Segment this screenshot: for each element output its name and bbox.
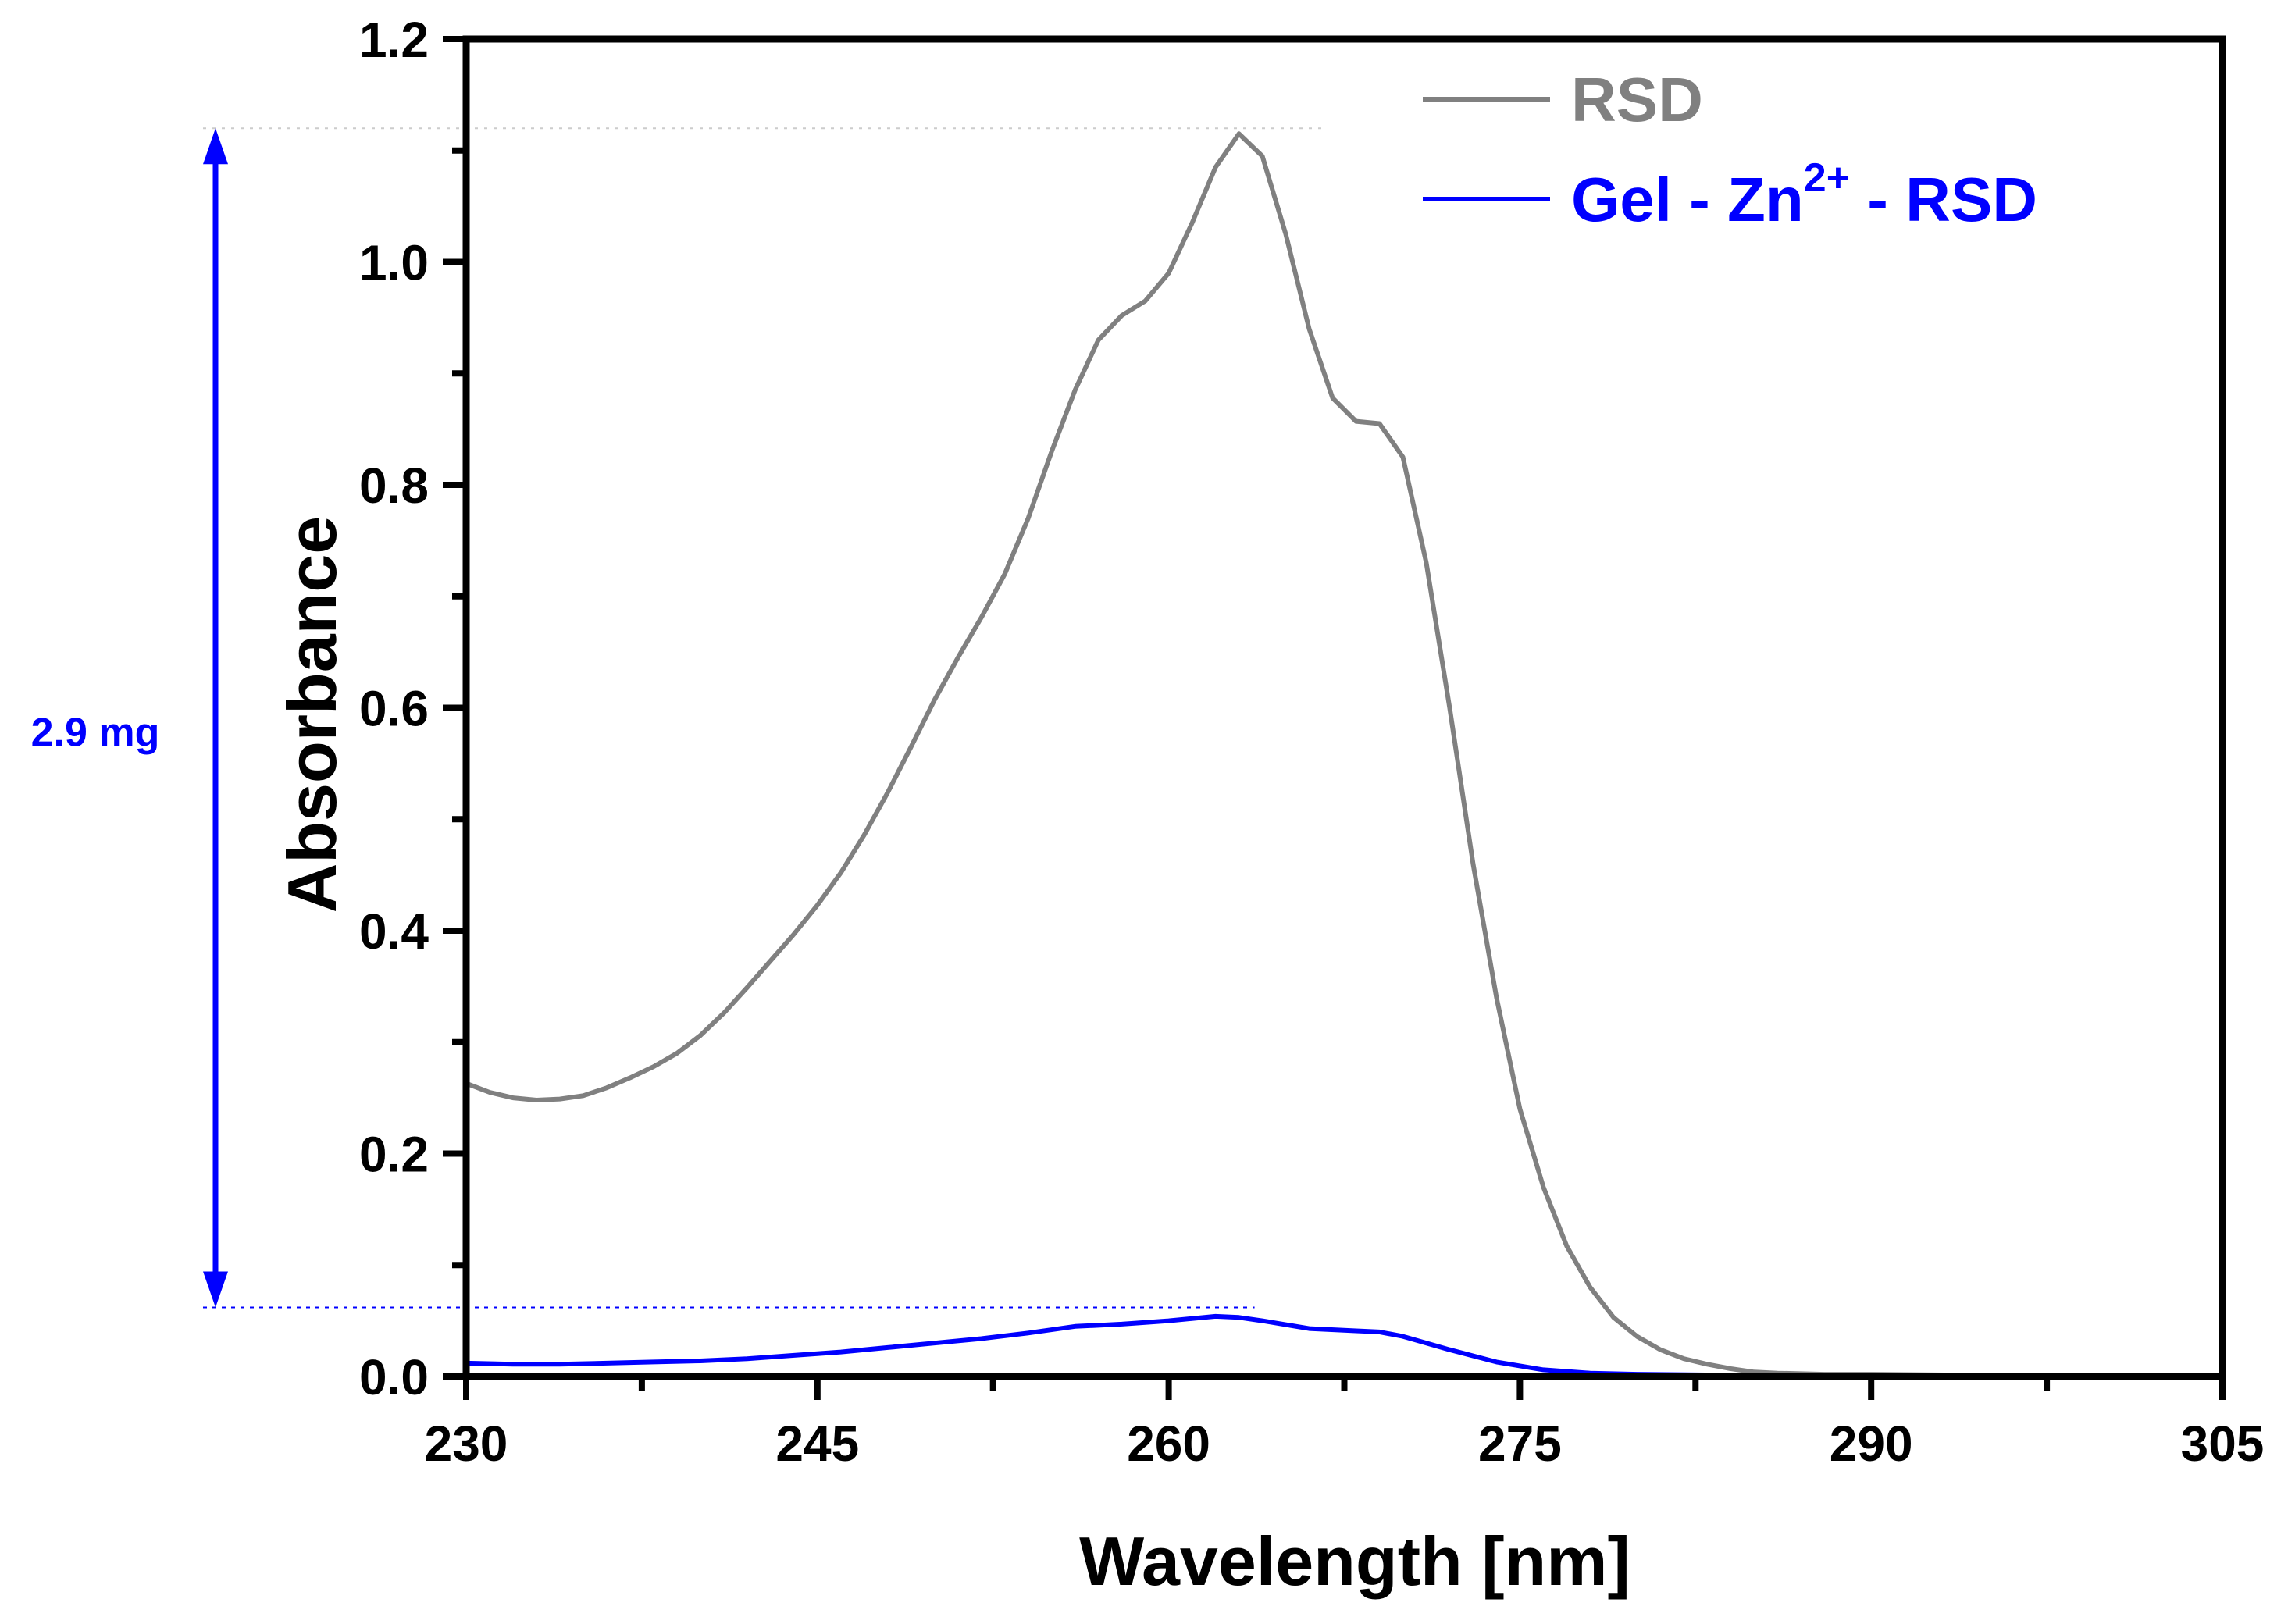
axis-ticks xyxy=(443,36,2226,1400)
y-tick-label-4: 0.8 xyxy=(359,458,429,514)
series-line-0 xyxy=(464,131,2225,1378)
x-tick-label-4: 290 xyxy=(1830,1416,1913,1472)
tick-labels: 230 245 260 275 290 305 0.0 0.2 0.4 0.6 0.8 1.0 1.2 xyxy=(359,12,2264,1472)
y-tick-label-3: 0.6 xyxy=(359,681,429,737)
x-tick-label-0: 230 xyxy=(425,1416,508,1472)
legend-label-rsd: RSD xyxy=(1571,65,1703,134)
plot-series xyxy=(464,131,2225,1378)
annotation-arrow-head-down xyxy=(203,1271,228,1308)
annotation-label: 2.9 mg xyxy=(31,710,160,755)
y-tick-label-5: 1.0 xyxy=(359,235,429,291)
legend-label-suffix: - RSD xyxy=(1850,165,2037,234)
x-tick-label-1: 245 xyxy=(775,1416,859,1472)
y-axis-title: Absorbance xyxy=(273,516,351,914)
x-axis-title: Wavelength [nm] xyxy=(1079,1522,1630,1600)
y-tick-label-6: 1.2 xyxy=(359,12,429,68)
x-tick-label-3: 275 xyxy=(1478,1416,1562,1472)
legend-label-superscript: 2+ xyxy=(1804,155,1850,201)
y-tick-label-0: 0.0 xyxy=(359,1349,429,1405)
x-tick-label-5: 305 xyxy=(2181,1416,2265,1472)
y-tick-label-2: 0.4 xyxy=(359,903,429,960)
dose-annotation: 2.9 mg xyxy=(31,127,1325,1309)
y-tick-label-1: 0.2 xyxy=(359,1127,429,1183)
annotation-arrow-head-up xyxy=(203,128,228,165)
legend-label-gel-zn-rsd: Gel - Zn2+ - RSD xyxy=(1571,155,2037,234)
legend: RSD Gel - Zn2+ - RSD xyxy=(1423,65,2037,234)
plot-frame xyxy=(462,35,2226,1380)
x-tick-label-2: 260 xyxy=(1127,1416,1210,1472)
series-line-1 xyxy=(464,1313,2225,1378)
legend-label-main: Gel - Zn xyxy=(1571,165,1804,234)
